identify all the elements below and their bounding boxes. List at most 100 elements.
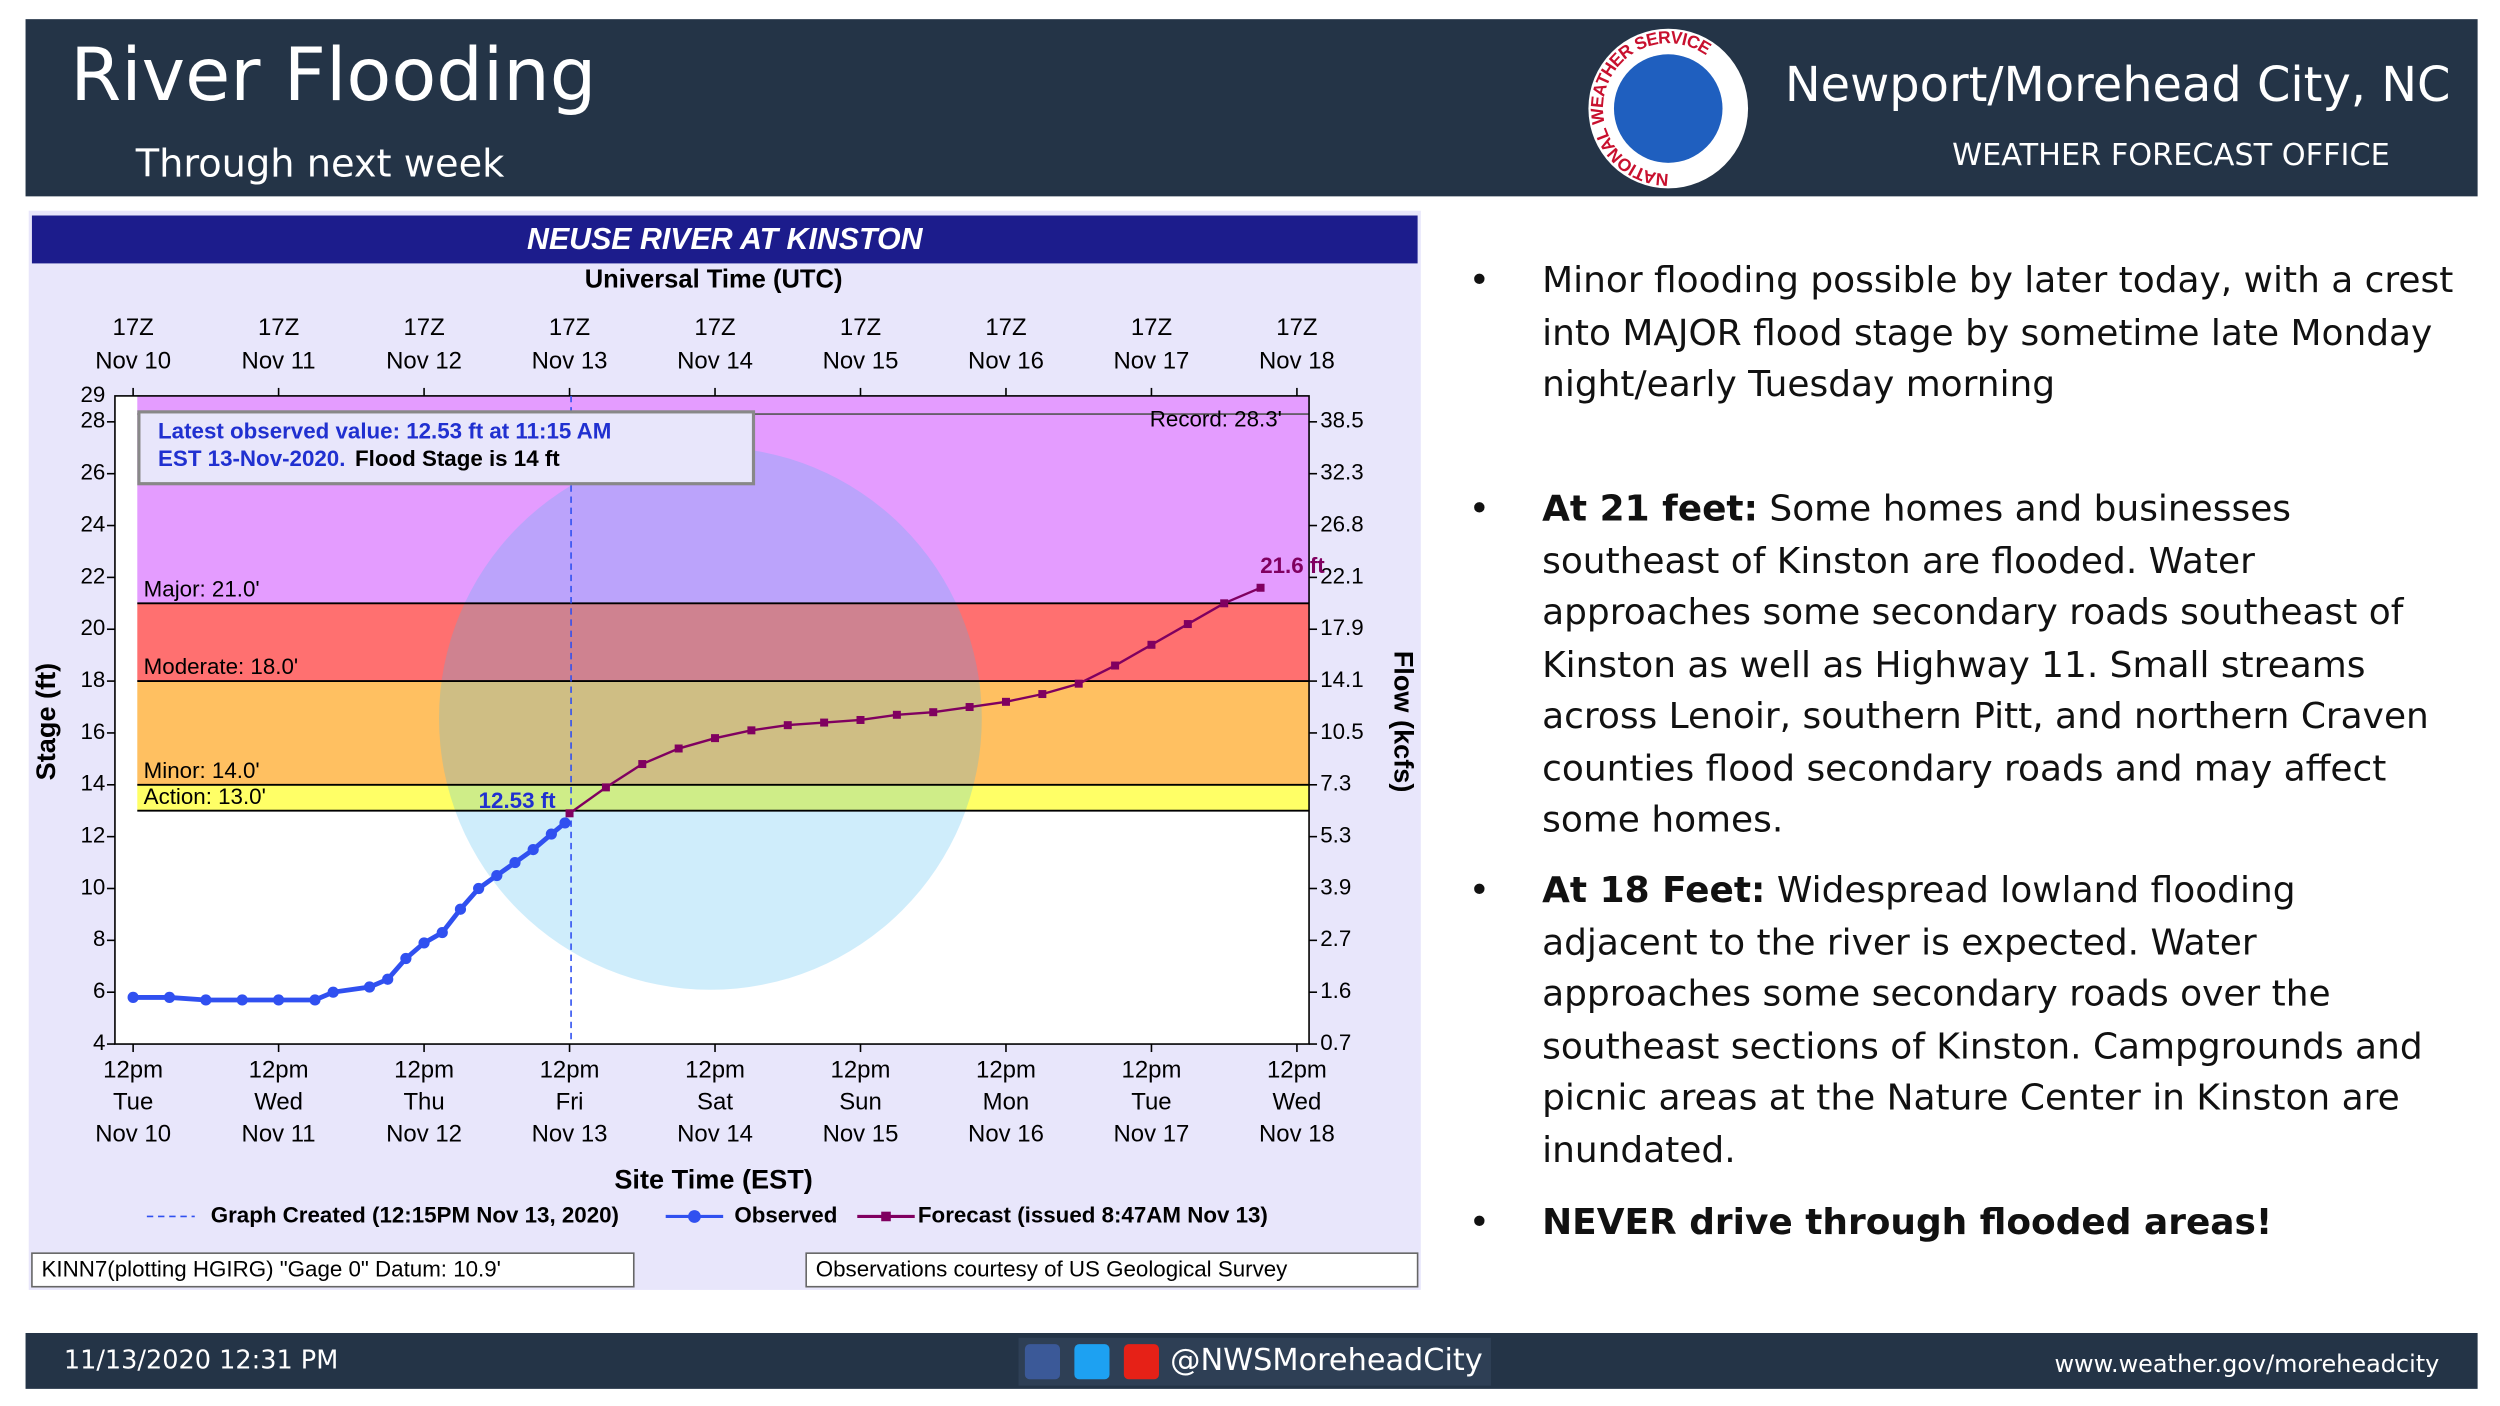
x-tick-label: Nov 14 <box>677 1120 753 1147</box>
x2-tick-label: 17Z <box>1276 314 1317 341</box>
x-tick-label: Nov 15 <box>823 1120 899 1147</box>
marker <box>473 882 485 895</box>
x2-axis-label: Universal Time (UTC) <box>585 266 843 294</box>
x-tick-label: Sat <box>697 1088 733 1115</box>
y-tick-label: 10 <box>81 874 106 899</box>
footer-url: www.weather.gov/moreheadcity <box>2054 1350 2439 1378</box>
marker <box>327 986 339 998</box>
x-tick-label: Nov 13 <box>532 1120 608 1147</box>
bullet-bold: At 21 feet: <box>1542 488 1758 531</box>
bullet-body: At 18 Feet: Widespread lowland flooding … <box>1542 865 2458 1176</box>
y-tick-label: 16 <box>81 719 106 744</box>
marker <box>1001 697 1010 706</box>
annotation-box <box>137 410 756 486</box>
value-label: 21.6 ft <box>1260 553 1325 578</box>
marker <box>418 937 430 949</box>
office-name: Newport/Morehead City, NC <box>1785 58 2451 113</box>
y-tick-label: 4 <box>93 1030 105 1055</box>
series-line <box>568 586 1261 815</box>
x2-tick-label: Nov 17 <box>1114 348 1190 375</box>
header-band <box>25 19 2478 197</box>
bullet-text: Widespread lowland flooding adjacent to … <box>1542 870 2423 1171</box>
y-tick-label: 20 <box>81 615 106 640</box>
note-box <box>805 1252 1419 1288</box>
header-title: River Flooding <box>70 33 596 118</box>
chart-title: NEUSE RIVER AT KINSTON <box>527 223 924 256</box>
x2-tick-label: 17Z <box>403 314 444 341</box>
marker <box>1111 661 1120 670</box>
y2-tick-label: 2.7 <box>1320 926 1351 951</box>
x-tick-label: Mon <box>983 1088 1030 1115</box>
y-top-label: 29 <box>81 382 106 407</box>
y2-tick-label: 5.3 <box>1320 823 1351 848</box>
bullet: • Minor flooding possible by later today,… <box>1469 255 2459 411</box>
y2-tick-label: 26.8 <box>1320 511 1363 536</box>
office-sub: WEATHER FORECAST OFFICE <box>1952 138 2390 173</box>
bullet: • At 21 feet: Some homes and businesses s… <box>1469 484 2459 847</box>
twitter-icon <box>1074 1344 1110 1380</box>
x-tick-label: 12pm <box>103 1057 163 1084</box>
y-tick-label: 18 <box>81 667 106 692</box>
legend-label: Forecast (issued 8:47AM Nov 13) <box>918 1202 1268 1227</box>
marker <box>1147 640 1156 649</box>
legend-created-label: Graph Created (12:15PM Nov 13, 2020) <box>211 1202 619 1227</box>
y-tick-label: 6 <box>93 978 105 1003</box>
y-tick-label: 28 <box>81 408 106 433</box>
bullet-text: Minor flooding possible by later today, … <box>1542 260 2454 406</box>
marker <box>711 734 720 743</box>
footer-social: @NWSMoreheadCity <box>1170 1343 1483 1378</box>
marker <box>200 994 212 1006</box>
marker <box>382 973 394 985</box>
x-tick-label: Tue <box>113 1088 153 1115</box>
bullet-body: Minor flooding possible by later today, … <box>1542 255 2458 411</box>
marker <box>559 817 571 829</box>
x-tick-label: 12pm <box>685 1057 745 1084</box>
flood-label: Moderate: 18.0' <box>144 654 298 679</box>
facebook-icon <box>1024 1344 1061 1380</box>
x2-tick-label: 17Z <box>549 314 590 341</box>
x-axis-label: Site Time (EST) <box>614 1164 812 1195</box>
x2-tick-label: 17Z <box>985 314 1026 341</box>
y2-tick-label: 38.5 <box>1320 408 1363 433</box>
legend-label: Observed <box>734 1202 837 1227</box>
marker <box>1256 583 1265 592</box>
marker <box>856 715 865 724</box>
marker <box>747 726 756 735</box>
marker <box>163 991 176 1003</box>
marker <box>491 869 503 882</box>
x2-tick-label: Nov 15 <box>823 348 899 375</box>
x-tick-label: 12pm <box>1267 1057 1327 1084</box>
plot-frame <box>114 395 1310 1045</box>
x2-tick-label: Nov 12 <box>386 348 462 375</box>
bullet-dot: • <box>1468 260 1490 302</box>
x-tick-label: 12pm <box>249 1057 309 1084</box>
marker <box>1074 679 1083 688</box>
x2-tick-label: 17Z <box>1131 314 1172 341</box>
y2-tick-label: 32.3 <box>1320 460 1363 485</box>
y-tick-label: 12 <box>81 823 106 848</box>
note-box <box>31 1252 635 1288</box>
footer-date: 11/13/2020 12:31 PM <box>64 1346 338 1376</box>
bullet: • At 18 Feet: Widespread lowland flooding… <box>1469 865 2459 1176</box>
x-tick-label: 12pm <box>394 1057 454 1084</box>
x-tick-label: Nov 16 <box>968 1120 1044 1147</box>
x-tick-label: Tue <box>1131 1088 1171 1115</box>
marker <box>1183 620 1192 629</box>
x-tick-label: Wed <box>254 1088 303 1115</box>
source-note: Observations courtesy of US Geological S… <box>816 1257 1288 1282</box>
logo-center <box>1613 54 1723 163</box>
marker <box>436 926 448 939</box>
marker <box>965 703 974 712</box>
x-tick-label: Thu <box>403 1088 444 1115</box>
marker <box>783 721 792 730</box>
y2-axis-label: Flow (kcfs) <box>1388 651 1419 793</box>
x2-tick-label: 17Z <box>113 314 154 341</box>
chart-title-bar <box>31 215 1418 264</box>
marker <box>509 856 521 869</box>
y2-tick-label: 3.9 <box>1320 874 1351 899</box>
marker <box>127 991 139 1003</box>
bullet-dot: • <box>1468 870 1490 912</box>
marker <box>892 710 901 719</box>
